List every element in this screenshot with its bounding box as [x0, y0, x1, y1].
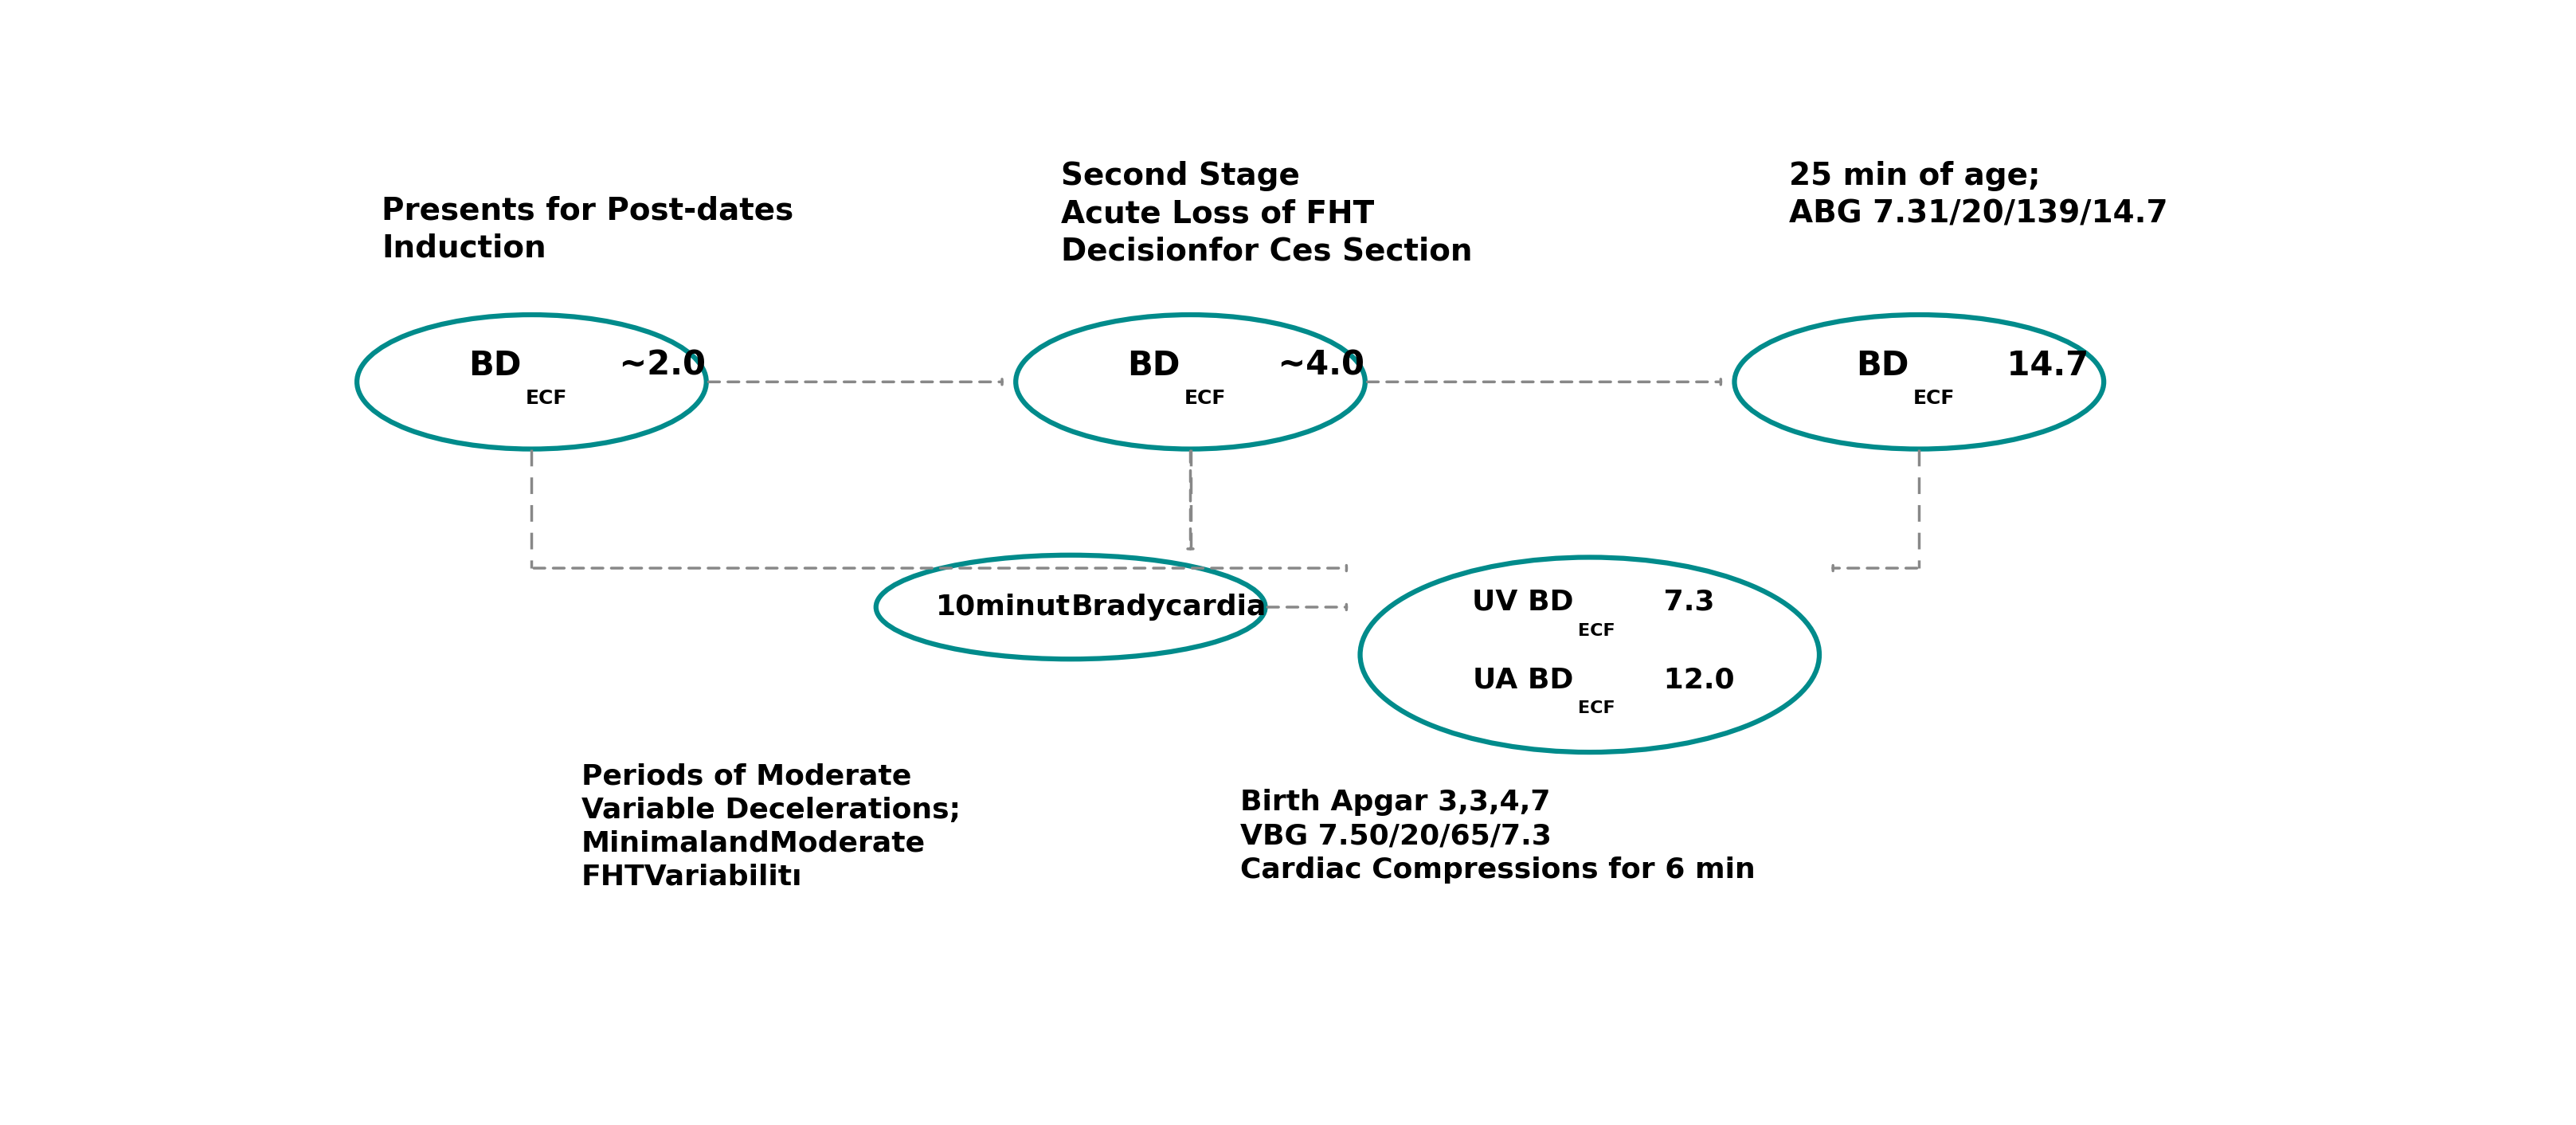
Text: Bradycardia: Bradycardia	[1072, 594, 1265, 621]
Text: Second Stage
Acute Loss of FHT
Decisionfor Ces Section: Second Stage Acute Loss of FHT Decisionf…	[1061, 161, 1471, 267]
Text: ECF: ECF	[1914, 389, 1955, 408]
Text: ECF: ECF	[1577, 623, 1615, 639]
Text: 7.3: 7.3	[1654, 588, 1716, 615]
Text: 10minut: 10minut	[935, 594, 1072, 621]
Text: ECF: ECF	[1577, 701, 1615, 717]
Text: BD: BD	[1128, 349, 1180, 382]
Text: BD: BD	[469, 349, 520, 382]
Text: ECF: ECF	[526, 389, 567, 408]
Text: 12.0: 12.0	[1654, 666, 1734, 693]
Text: 14.7: 14.7	[1994, 349, 2089, 382]
Text: Presents for Post-dates
Induction: Presents for Post-dates Induction	[381, 196, 793, 263]
Text: BD: BD	[1857, 349, 1909, 382]
Text: UV BD: UV BD	[1473, 588, 1574, 615]
Text: Birth Apgar 3,3,4,7
VBG 7.50/20/65/7.3
Cardiac Compressions for 6 min: Birth Apgar 3,3,4,7 VBG 7.50/20/65/7.3 C…	[1242, 789, 1754, 883]
Text: 25 min of age;
ABG 7.31/20/139/14.7: 25 min of age; ABG 7.31/20/139/14.7	[1790, 161, 2169, 228]
Text: Periods of Moderate
Variable Decelerations;
MinimalandModerate
FHTVariabilitı: Periods of Moderate Variable Deceleratio…	[582, 763, 961, 891]
Text: ~4.0: ~4.0	[1267, 349, 1365, 382]
Text: ECF: ECF	[1185, 389, 1226, 408]
Text: UA BD: UA BD	[1473, 666, 1574, 693]
Text: ~2.0: ~2.0	[608, 349, 706, 382]
